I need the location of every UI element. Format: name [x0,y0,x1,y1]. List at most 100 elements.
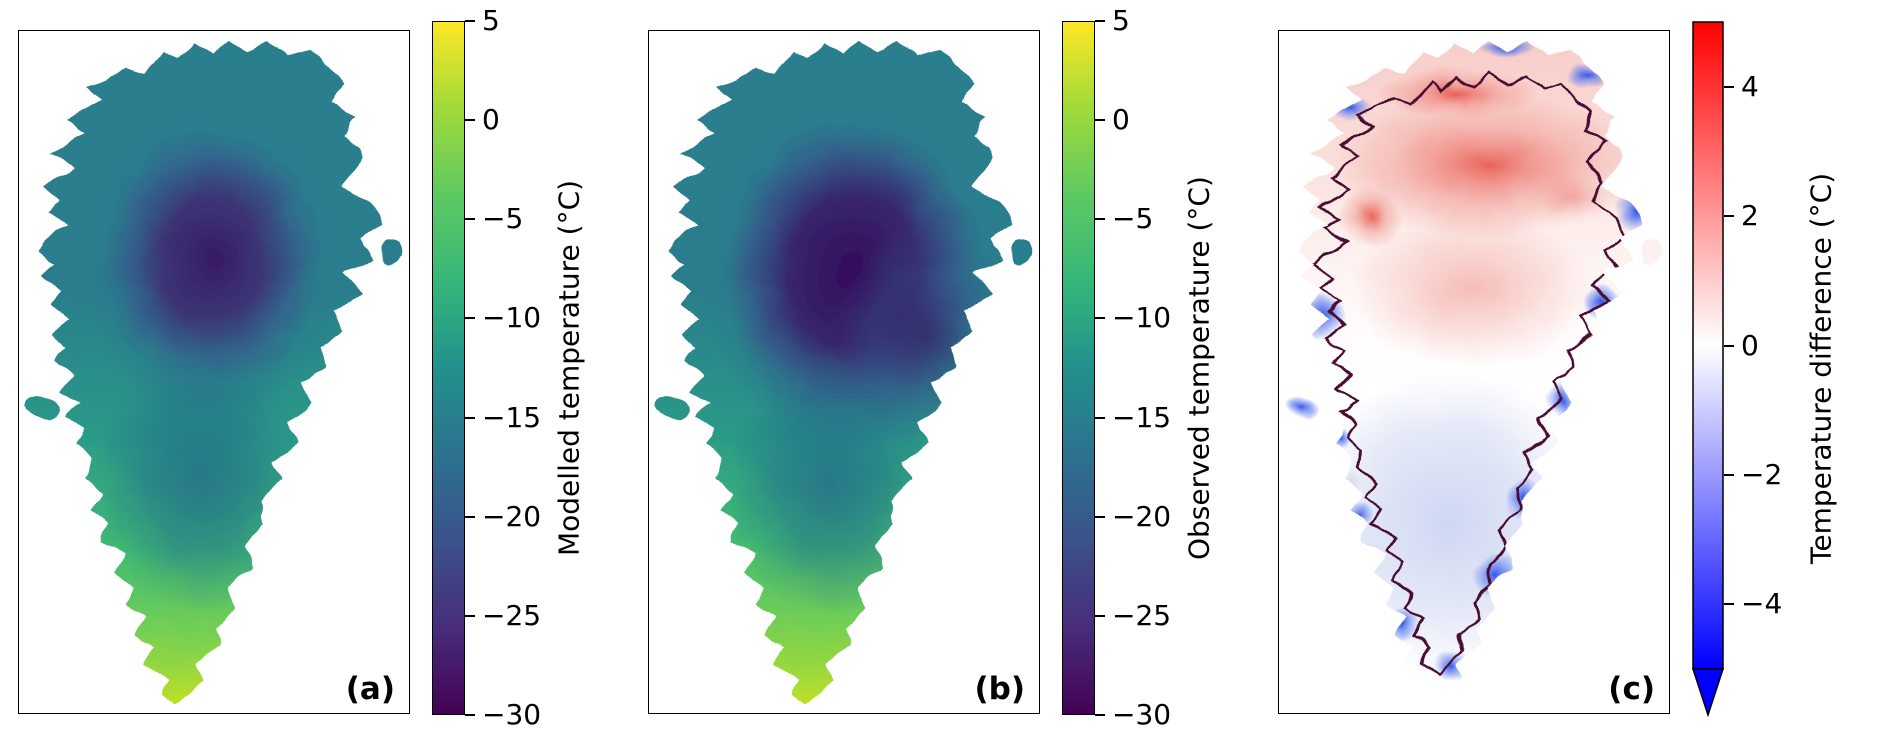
cold-interior-core [74,96,350,421]
colorbar-label-c: Temperature difference (°C) [1804,172,1838,564]
map-panel-a: (a) [18,30,410,714]
tick-mark [1095,714,1105,716]
tick-mark [1724,603,1734,606]
colorbar-ticks-b: 5 0 −5 −10 −15 −20 −25 −30 [1095,7,1205,729]
colorbar-tick: −20 [465,499,542,533]
tick-mark [1724,344,1734,347]
colorbar-tick: 5 [1095,7,1130,35]
ice-margin-contour [1314,71,1628,673]
tick-label: 0 [1112,103,1130,137]
tick-mark [1095,20,1105,22]
cool-southern-interior [728,347,933,617]
colorbar-tick: 4 [1724,69,1759,103]
tick-mark [1724,473,1734,476]
tick-mark [1095,614,1105,617]
tick-label: −5 [1112,202,1154,236]
positive-difference-north [1376,68,1537,118]
negative-coastal-patch [1347,501,1375,533]
colorbar-a [432,21,465,715]
positive-difference-east [1533,172,1610,217]
colorbar-ticks-a: 5 0 −5 −10 −15 −20 −25 −30 [465,7,575,729]
tick-label: −5 [482,202,524,236]
tick-mark [1095,515,1105,518]
colorbar-label-a: Modelled temperature (°C) [552,179,586,557]
tick-label: −30 [1112,698,1172,731]
cool-southern-interior [98,337,303,614]
tick-mark [465,20,475,22]
colorbar-tick: 5 [465,7,500,35]
tick-label: −15 [1112,400,1172,434]
tick-label: 4 [1741,69,1759,103]
neutral-coastal-patch [1352,540,1384,576]
negative-coastal-patch [1547,382,1579,421]
tick-label: −10 [482,301,542,335]
tick-mark [465,317,475,320]
colorbar-tick: 0 [465,106,500,134]
tick-label: −25 [482,598,542,632]
tick-mark [1095,119,1105,122]
tick-mark [465,119,475,122]
colorbar-b [1062,21,1095,715]
tick-label: −20 [482,499,542,533]
map-panel-b: (b) [648,30,1040,714]
greenland-map-difference [1287,39,1663,705]
colorbar-tick: −15 [1095,400,1172,434]
tick-label: 2 [1741,199,1759,233]
colorbar-tick: −10 [465,304,541,332]
tick-label: −15 [482,400,542,434]
tick-label: 5 [1112,4,1130,37]
colorbar-c-extend-arrow [1692,668,1724,717]
colorbar-c-bar [1692,21,1724,670]
tick-label: −2 [1741,457,1783,491]
tick-label: 5 [482,4,500,37]
colorbar-c [1692,21,1724,717]
map-panel-c: (c) [1278,30,1670,714]
colorbar-ticks-c: 4 2 0 −2 −4 [1724,22,1834,669]
colorbar-tick: −2 [1724,457,1783,491]
colorbar-tick: −30 [1095,701,1171,729]
greenland-map-modelled [27,39,403,705]
colorbar-label-b: Observed temperature (°C) [1182,176,1216,560]
colorbar-tick: −15 [465,400,542,434]
weak-negative-southern-interior [1294,370,1605,674]
panel-label-c: (c) [1608,671,1655,707]
tick-mark [465,218,475,221]
tick-mark [1095,317,1105,320]
negative-coastal-patch [1431,647,1472,682]
colorbar-tick: −25 [465,598,542,632]
tick-mark [465,714,475,716]
tick-mark [465,515,475,518]
panel-label-b: (b) [974,671,1025,707]
greenland-map-observed [657,39,1033,705]
tick-label: 0 [1741,328,1759,362]
negative-coastal-patch [1327,94,1373,119]
tick-mark [1095,218,1105,221]
tick-label: −25 [1112,598,1172,632]
tick-label: 0 [482,103,500,137]
colorbar-tick: −5 [465,205,523,233]
colorbar-tick: 0 [1724,328,1759,362]
neutral-coastal-patch [1334,468,1357,496]
panel-label-a: (a) [345,671,395,707]
colorbar-tick: −25 [1095,598,1172,632]
tick-mark [1724,215,1734,218]
negative-coastal-patch [1480,39,1539,59]
colorbar-tick: −30 [465,701,541,729]
colorbar-tick: −20 [1095,499,1172,533]
positive-difference-west [1334,186,1401,248]
tick-label: −4 [1741,587,1783,621]
colorbar-tick: −10 [1095,304,1171,332]
colorbar-tick: 2 [1724,202,1759,230]
tick-mark [1095,416,1105,419]
tick-mark [1724,85,1734,88]
tick-label: −30 [482,698,542,731]
tick-mark [465,416,475,419]
tick-mark [465,614,475,617]
negative-coastal-patch [1476,552,1517,598]
tick-label: −20 [1112,499,1172,533]
weak-positive-interior [1349,211,1594,367]
tick-label: −10 [1112,301,1172,335]
negative-coastal-patch [1287,396,1324,417]
colorbar-tick: −5 [1095,205,1153,233]
